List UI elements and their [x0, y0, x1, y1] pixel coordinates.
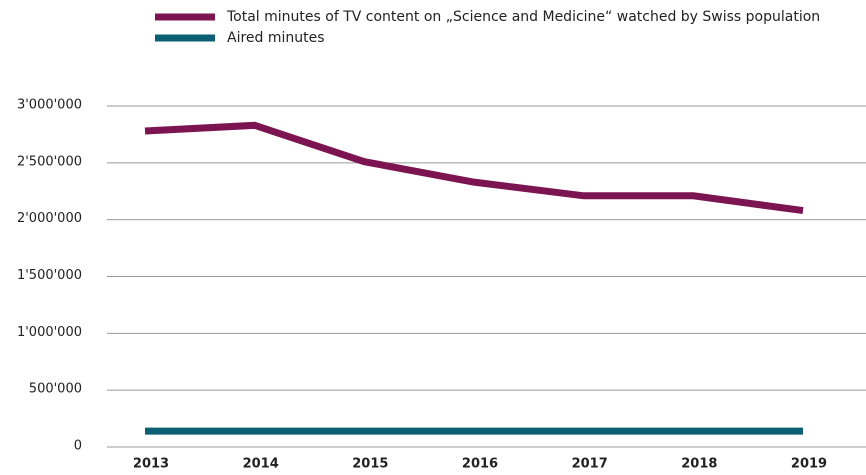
y-tick-label: 3'000'000	[17, 98, 82, 113]
x-tick-label: 2018	[681, 457, 717, 472]
y-tick-label: 2'000'000	[17, 211, 82, 226]
y-tick-label: 500'000	[29, 382, 82, 397]
y-tick-label: 2'500'000	[17, 154, 82, 169]
x-tick-label: 2015	[352, 457, 388, 472]
x-tick-label: 2017	[572, 457, 608, 472]
y-tick-label: 0	[74, 439, 82, 454]
y-tick-label: 1'500'000	[17, 268, 82, 283]
y-tick-label: 1'000'000	[17, 325, 82, 340]
x-tick-label: 2019	[791, 457, 827, 472]
legend-swatch	[155, 34, 215, 42]
x-tick-label: 2014	[243, 457, 279, 472]
x-tick-label: 2016	[462, 457, 498, 472]
line-series	[144, 121, 804, 215]
legend-label: Total minutes of TV content on „Science …	[226, 9, 820, 25]
x-tick-label: 2013	[133, 457, 169, 472]
legend-swatch	[155, 13, 215, 21]
legend-label: Aired minutes	[227, 30, 325, 46]
